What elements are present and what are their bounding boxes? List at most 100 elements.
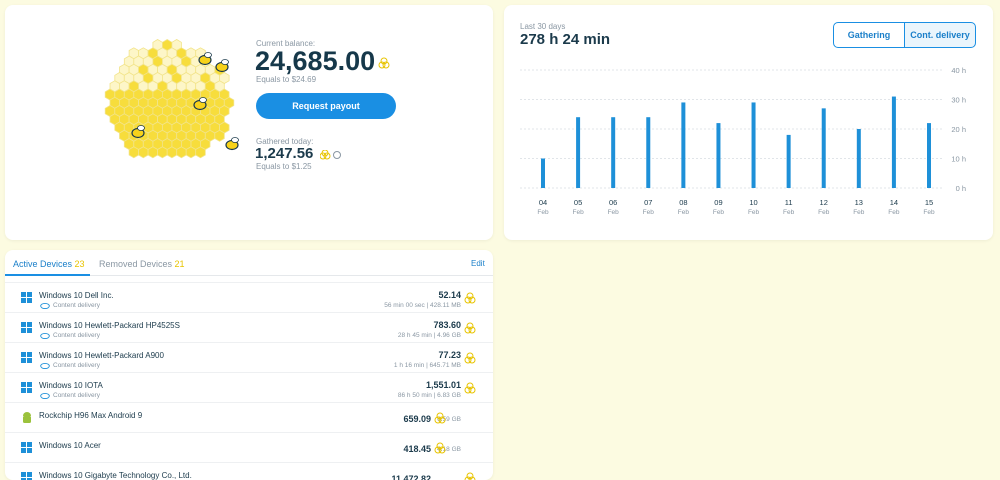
icon-part <box>21 448 26 453</box>
device-row[interactable]: Windows 10 Hewlett-Packard HP4525S Conten… <box>5 312 493 342</box>
tab-active-devices[interactable]: Active Devices 23 <box>13 259 85 269</box>
device-row[interactable]: Windows 10 Acer 418.45 4.18 GB <box>5 432 493 462</box>
balance-card: Current balance: 24,685.00 Equals to $24… <box>5 5 493 240</box>
icon-part <box>466 352 474 360</box>
bar <box>856 129 861 188</box>
device-name: Windows 10 Hewlett-Packard A900 <box>39 351 164 360</box>
chart-subtitle: Last 30 days <box>520 22 566 31</box>
x-tick-label: 10 <box>749 198 757 207</box>
device-value: 77.23 <box>438 350 461 360</box>
icon-part <box>436 412 444 420</box>
device-service: Content delivery <box>53 332 100 339</box>
icon-part <box>27 352 32 357</box>
icon-part <box>21 292 26 297</box>
bar <box>646 117 651 188</box>
icon-part <box>40 392 50 399</box>
device-name: Windows 10 Dell Inc. <box>39 291 114 300</box>
icon-part <box>40 332 50 339</box>
icon-part <box>464 386 472 394</box>
x-tick-sublabel: Feb <box>572 209 584 216</box>
icon-part <box>21 442 26 447</box>
x-tick-sublabel: Feb <box>678 209 690 216</box>
device-name: Windows 10 IOTA <box>39 381 103 390</box>
x-tick-sublabel: Feb <box>748 209 760 216</box>
bar <box>541 158 545 188</box>
x-tick-sublabel: Feb <box>853 209 865 216</box>
tab-count: 21 <box>174 259 185 269</box>
device-detail: 28 h 45 min | 4.96 GB <box>397 332 461 339</box>
x-tick-label: 13 <box>855 198 863 207</box>
tab-divider <box>5 275 493 276</box>
icon-part <box>434 416 442 424</box>
device-detail: 56 min 00 sec | 428.11 MB <box>384 302 461 309</box>
coin-icon <box>464 292 476 304</box>
page: Current balance: 24,685.00 Equals to $24… <box>5 5 993 480</box>
chart: 0 h 10 h 20 h 30 h 40 h 04 Feb 05 Feb 06 Feb 07 Feb 0… <box>520 66 966 216</box>
cloud-icon <box>40 392 50 399</box>
icon-part <box>21 358 26 363</box>
bee-wing <box>204 52 212 58</box>
icon-part <box>438 446 446 454</box>
x-tick-sublabel: Feb <box>713 209 725 216</box>
device-detail: 4.18 GB <box>437 446 461 453</box>
android-icon <box>23 412 31 423</box>
tab-count: 23 <box>74 259 85 269</box>
x-tick-label: 11 <box>785 198 793 207</box>
x-tick-sublabel: Feb <box>888 209 900 216</box>
bar <box>716 123 721 188</box>
x-tick-label: 08 <box>679 198 687 207</box>
device-name: Windows 10 Hewlett-Packard HP4525S <box>39 321 180 330</box>
honeycomb-cell <box>166 146 178 159</box>
icon-part <box>436 442 444 450</box>
chart-card: Last 30 days 278 h 24 min Gathering Cont… <box>504 5 993 240</box>
request-payout-button[interactable]: Request payout <box>256 93 396 119</box>
y-tick-label: 10 h <box>951 155 966 164</box>
coin-icon <box>464 322 476 334</box>
icon-part <box>21 328 26 333</box>
device-value: 418.45 <box>403 444 431 454</box>
device-name: Windows 10 Gigabyte Technology Co., Ltd. <box>39 471 192 480</box>
bee-wing <box>199 97 207 103</box>
device-row[interactable]: Windows 10 Hewlett-Packard A900 Content d… <box>5 342 493 372</box>
icon-part <box>468 356 476 364</box>
y-tick-label: 40 h <box>951 66 966 75</box>
x-tick-sublabel: Feb <box>783 209 795 216</box>
tab-removed-devices[interactable]: Removed Devices 21 <box>99 259 185 269</box>
honeycomb-cell <box>147 146 158 159</box>
bar <box>681 102 686 188</box>
icon-part <box>27 292 32 297</box>
coin-icon <box>378 57 390 69</box>
device-row[interactable]: Rockchip H96 Max Android 9 659.09 6.59 GB <box>5 402 493 432</box>
cloud-icon <box>40 302 50 309</box>
device-name: Rockchip H96 Max Android 9 <box>39 411 143 420</box>
windows-icon <box>21 352 32 363</box>
icon-part <box>40 302 50 309</box>
windows-icon <box>21 472 32 480</box>
x-tick-sublabel: Feb <box>923 209 935 216</box>
cloud-icon <box>40 362 50 369</box>
x-tick-sublabel: Feb <box>537 209 549 216</box>
bee-wing <box>231 137 239 143</box>
coin-icon <box>434 442 446 454</box>
bar <box>786 134 791 188</box>
bar <box>821 108 826 188</box>
today-equals: Equals to $1.25 <box>256 162 312 171</box>
icon-part <box>27 388 32 393</box>
icon-part <box>464 326 472 334</box>
icon-part <box>27 298 32 303</box>
device-row[interactable]: Windows 10 Gigabyte Technology Co., Ltd.… <box>5 462 493 480</box>
coin-icon <box>434 412 446 424</box>
icon-part <box>438 416 446 424</box>
edit-link[interactable]: Edit <box>471 259 485 268</box>
device-value: 52.14 <box>438 290 461 300</box>
icon-part <box>27 322 32 327</box>
tab-label: Active Devices <box>13 259 73 269</box>
toggle-cont-delivery[interactable]: Cont. delivery <box>904 22 976 48</box>
honeycomb-cell <box>157 146 168 159</box>
x-tick-label: 15 <box>925 198 933 207</box>
device-row[interactable]: Windows 10 IOTA Content delivery 1,551.01 8… <box>5 372 493 402</box>
icon-part <box>27 382 32 387</box>
icon-part <box>21 352 26 357</box>
icon-part <box>434 446 442 454</box>
device-row[interactable]: Windows 10 Dell Inc. Content delivery 52.1… <box>5 282 493 312</box>
